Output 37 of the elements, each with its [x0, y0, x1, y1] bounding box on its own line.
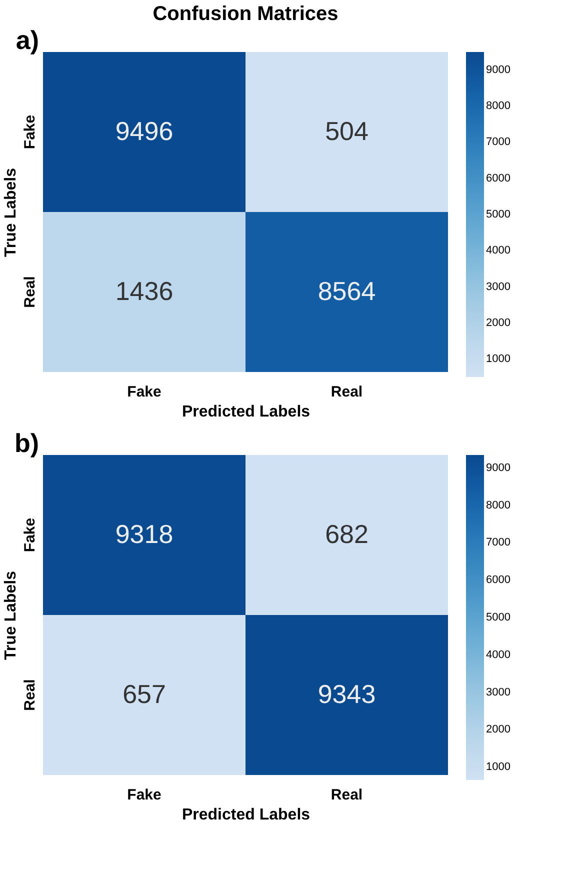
- x-axis-title: Predicted Labels: [182, 404, 310, 420]
- data-label: 1436: [115, 276, 174, 306]
- color-bar-label: 8000: [486, 499, 510, 512]
- data-label: 657: [122, 679, 166, 709]
- x-axis-title: Predicted Labels: [182, 806, 310, 824]
- chart-title: Confusion Matrices: [152, 3, 338, 25]
- color-bar-label: 7000: [486, 536, 510, 549]
- y-tick-label: Fake: [22, 114, 38, 150]
- color-bar-label: 4000: [486, 244, 510, 257]
- y-axis-title: True Labels: [2, 570, 20, 660]
- data-label: 9343: [318, 679, 376, 709]
- y-tick-label: Real: [22, 276, 38, 308]
- data-label: 8564: [318, 276, 376, 306]
- y-axis-title: True Labels: [2, 168, 20, 257]
- color-bar-label: 9000: [486, 462, 510, 474]
- color-bar-label: 6000: [486, 172, 510, 184]
- color-bar-label: 6000: [486, 574, 510, 586]
- y-tick-label: Real: [22, 679, 38, 711]
- color-bar-label: 1000: [486, 353, 510, 366]
- color-bar-label: 8000: [486, 100, 510, 112]
- color-bar-label: 5000: [486, 208, 510, 220]
- data-label: 9496: [115, 116, 174, 146]
- color-bar-label: 2000: [486, 724, 510, 736]
- text: a): [16, 25, 39, 55]
- color-bar-label: 9000: [486, 64, 510, 76]
- color-bar-label: 5000: [486, 612, 510, 624]
- data-label: 682: [325, 519, 368, 549]
- y-tick-label: Fake: [22, 518, 38, 552]
- color-bar-label: 4000: [486, 648, 510, 661]
- color-bar-label: 7000: [486, 136, 510, 148]
- color-bar-label: 1000: [486, 761, 510, 774]
- color-bar-label: 2000: [486, 316, 510, 329]
- color-bar-label: 3000: [486, 686, 510, 698]
- data-label: 9318: [115, 519, 174, 549]
- text: b): [14, 428, 39, 458]
- color-bar-label: 3000: [486, 280, 510, 293]
- data-label: 504: [325, 116, 368, 146]
